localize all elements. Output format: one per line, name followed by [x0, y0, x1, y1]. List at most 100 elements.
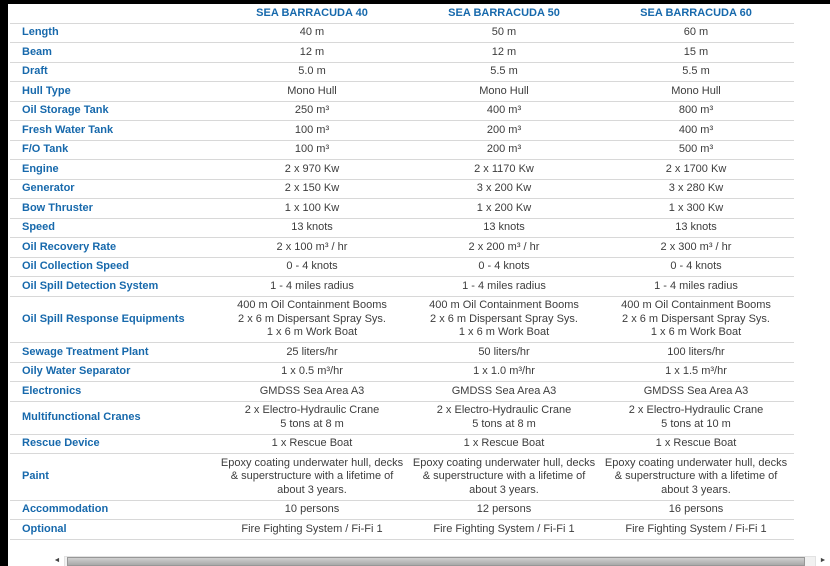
- cell-value: 2 x 200 m³ / hr: [468, 240, 540, 253]
- cell-value: 100 m³: [294, 123, 330, 136]
- row-label: Generator: [22, 182, 75, 194]
- cell-value: 13 knots: [675, 221, 717, 233]
- cell-value: 800 m³: [678, 104, 714, 116]
- scrollbar-track[interactable]: [64, 556, 816, 566]
- horizontal-scrollbar[interactable]: ◄ ►: [50, 556, 830, 566]
- cell-value: 2 x 1700 Kw: [665, 162, 727, 175]
- cell-value: GMDSS Sea Area A3: [451, 384, 557, 397]
- cell-value: 1 x 0.5 m³/hr: [281, 365, 343, 377]
- table-row: Electronics GMDSS Sea Area A3 GMDSS Sea Ar…: [10, 382, 794, 402]
- cell-value: 60 m: [683, 26, 709, 38]
- row-label: Paint: [22, 470, 49, 482]
- cell-value: Fire Fighting System / Fi-Fi 1: [241, 522, 383, 535]
- table-row: F/O Tank 100 m³ 200 m³ 500 m³: [10, 141, 794, 160]
- cell-value: 1 x 100 Kw: [284, 201, 340, 214]
- cell-value: 12 m: [299, 45, 325, 58]
- row-label: F/O Tank: [22, 143, 69, 155]
- header-empty-cell: [10, 11, 216, 16]
- table-row: Beam 12 m 12 m 15 m: [10, 43, 794, 63]
- cell-value: 400 m Oil Containment Booms 2 x 6 m Disp…: [429, 299, 579, 338]
- cell-value: GMDSS Sea Area A3: [259, 384, 365, 397]
- table-row: Draft 5.0 m 5.5 m 5.5 m: [10, 63, 794, 82]
- row-label: Rescue Device: [22, 437, 100, 449]
- row-label: Oil Spill Detection System: [22, 279, 159, 292]
- cell-value: 25 liters/hr: [286, 345, 338, 358]
- cell-value: Mono Hull: [479, 84, 529, 97]
- cell-value: 5.5 m: [490, 65, 518, 77]
- scrollbar-thumb[interactable]: [67, 557, 805, 566]
- row-label: Fresh Water Tank: [22, 123, 114, 136]
- row-label: Sewage Treatment Plant: [22, 345, 149, 358]
- cell-value: 1 x 200 Kw: [476, 201, 532, 214]
- cell-value: 1 - 4 miles radius: [654, 279, 738, 292]
- table-row: Fresh Water Tank 100 m³ 200 m³ 400 m³: [10, 121, 794, 141]
- row-label: Engine: [22, 162, 59, 175]
- scrollbar-left-arrow-icon[interactable]: ◄: [53, 557, 61, 564]
- cell-value: 50 liters/hr: [478, 345, 530, 358]
- cell-value: 13 knots: [483, 221, 525, 233]
- row-label: Oil Collection Speed: [22, 260, 129, 272]
- cell-value: Epoxy coating underwater hull, decks & s…: [412, 456, 596, 496]
- cell-value: 200 m³: [486, 123, 522, 136]
- cell-value: Epoxy coating underwater hull, decks & s…: [604, 456, 788, 496]
- table-row: Engine 2 x 970 Kw 2 x 1170 Kw 2 x 1700 Kw: [10, 160, 794, 180]
- cell-value: Fire Fighting System / Fi-Fi 1: [625, 522, 767, 535]
- cell-value: 1 x Rescue Boat: [655, 437, 737, 449]
- spec-table: SEA BARRACUDA 40 SEA BARRACUDA 50 SEA BA…: [10, 4, 794, 540]
- cell-value: 0 - 4 knots: [286, 260, 338, 272]
- table-row: Hull Type Mono Hull Mono Hull Mono Hull: [10, 82, 794, 102]
- cell-value: 500 m³: [678, 143, 714, 155]
- cell-value: 1 x 300 Kw: [668, 201, 724, 214]
- row-label: Hull Type: [22, 84, 71, 97]
- table-row: Oil Spill Detection System 1 - 4 miles ra…: [10, 277, 794, 297]
- cell-value: 250 m³: [294, 104, 330, 116]
- row-label: Optional: [22, 522, 67, 535]
- cell-value: 1 x 1.5 m³/hr: [665, 365, 727, 377]
- row-label: Oily Water Separator: [22, 365, 131, 377]
- cell-value: 2 x 100 m³ / hr: [276, 240, 348, 253]
- table-row: Multifunctional Cranes 2 x Electro-Hydrau…: [10, 402, 794, 435]
- table-row: Bow Thruster 1 x 100 Kw 1 x 200 Kw 1 x 300 …: [10, 199, 794, 219]
- cell-value: Mono Hull: [287, 84, 337, 97]
- column-header-sea-barracuda-40: SEA BARRACUDA 40: [256, 6, 368, 19]
- cell-value: 2 x 1170 Kw: [474, 162, 534, 175]
- table-row: Oily Water Separator 1 x 0.5 m³/hr 1 x 1.0…: [10, 363, 794, 382]
- table-row: Paint Epoxy coating underwater hull, deck…: [10, 454, 794, 501]
- table-row: Accommodation 10 persons 12 persons 16 pers…: [10, 501, 794, 520]
- row-label: Oil Storage Tank: [22, 104, 109, 116]
- cell-value: 2 x Electro-Hydraulic Crane 5 tons at 8 …: [436, 404, 572, 430]
- row-label: Accommodation: [22, 503, 109, 515]
- column-header-sea-barracuda-60: SEA BARRACUDA 60: [640, 6, 752, 19]
- cell-value: 50 m: [491, 26, 517, 38]
- column-header-sea-barracuda-50: SEA BARRACUDA 50: [448, 6, 560, 19]
- cell-value: 100 m³: [294, 143, 330, 155]
- cell-value: 1 - 4 miles radius: [270, 279, 354, 292]
- table-row: Sewage Treatment Plant 25 liters/hr 50 lit…: [10, 343, 794, 363]
- cell-value: 1 x Rescue Boat: [463, 437, 545, 449]
- cell-value: 2 x Electro-Hydraulic Crane 5 tons at 10…: [628, 404, 764, 430]
- table-row: Optional Fire Fighting System / Fi-Fi 1 Fi…: [10, 520, 794, 540]
- cell-value: 0 - 4 knots: [670, 260, 722, 272]
- cell-value: 2 x 300 m³ / hr: [660, 240, 732, 253]
- row-label: Beam: [22, 45, 52, 58]
- row-label: Oil Recovery Rate: [22, 240, 117, 253]
- cell-value: Fire Fighting System / Fi-Fi 1: [433, 522, 575, 535]
- row-label: Speed: [22, 221, 56, 233]
- row-label: Oil Spill Response Equipments: [22, 312, 185, 325]
- table-row: Oil Spill Response Equipments 400 m Oil C…: [10, 297, 794, 343]
- cell-value: 2 x 150 Kw: [284, 182, 340, 194]
- table-row: Speed 13 knots 13 knots 13 knots: [10, 219, 794, 238]
- row-label: Multifunctional Cranes: [22, 410, 141, 423]
- cell-value: 1 x 1.0 m³/hr: [473, 365, 535, 377]
- row-label: Bow Thruster: [22, 201, 93, 214]
- scrollbar-right-arrow-icon[interactable]: ►: [819, 557, 827, 564]
- cell-value: 2 x 970 Kw: [284, 162, 340, 175]
- cell-value: 5.0 m: [298, 65, 326, 77]
- cell-value: Epoxy coating underwater hull, decks & s…: [220, 456, 404, 496]
- table-row: Generator 2 x 150 Kw 3 x 200 Kw 3 x 280 Kw: [10, 180, 794, 199]
- row-label: Length: [22, 26, 59, 38]
- cell-value: 100 liters/hr: [667, 345, 725, 358]
- cell-value: 3 x 280 Kw: [668, 182, 724, 194]
- cell-value: 5.5 m: [682, 65, 710, 77]
- cell-value: GMDSS Sea Area A3: [643, 384, 749, 397]
